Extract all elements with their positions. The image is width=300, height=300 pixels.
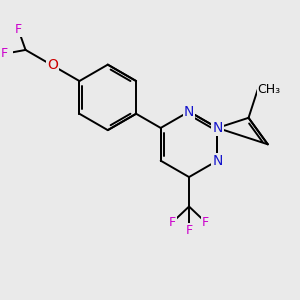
- Text: O: O: [47, 58, 58, 73]
- Text: N: N: [212, 154, 223, 168]
- Text: F: F: [0, 47, 8, 60]
- Text: N: N: [184, 105, 194, 118]
- Text: F: F: [15, 23, 22, 36]
- Text: F: F: [202, 216, 209, 229]
- Text: CH₃: CH₃: [258, 83, 281, 96]
- Text: N: N: [212, 121, 223, 135]
- Text: F: F: [185, 224, 193, 237]
- Text: F: F: [169, 216, 176, 229]
